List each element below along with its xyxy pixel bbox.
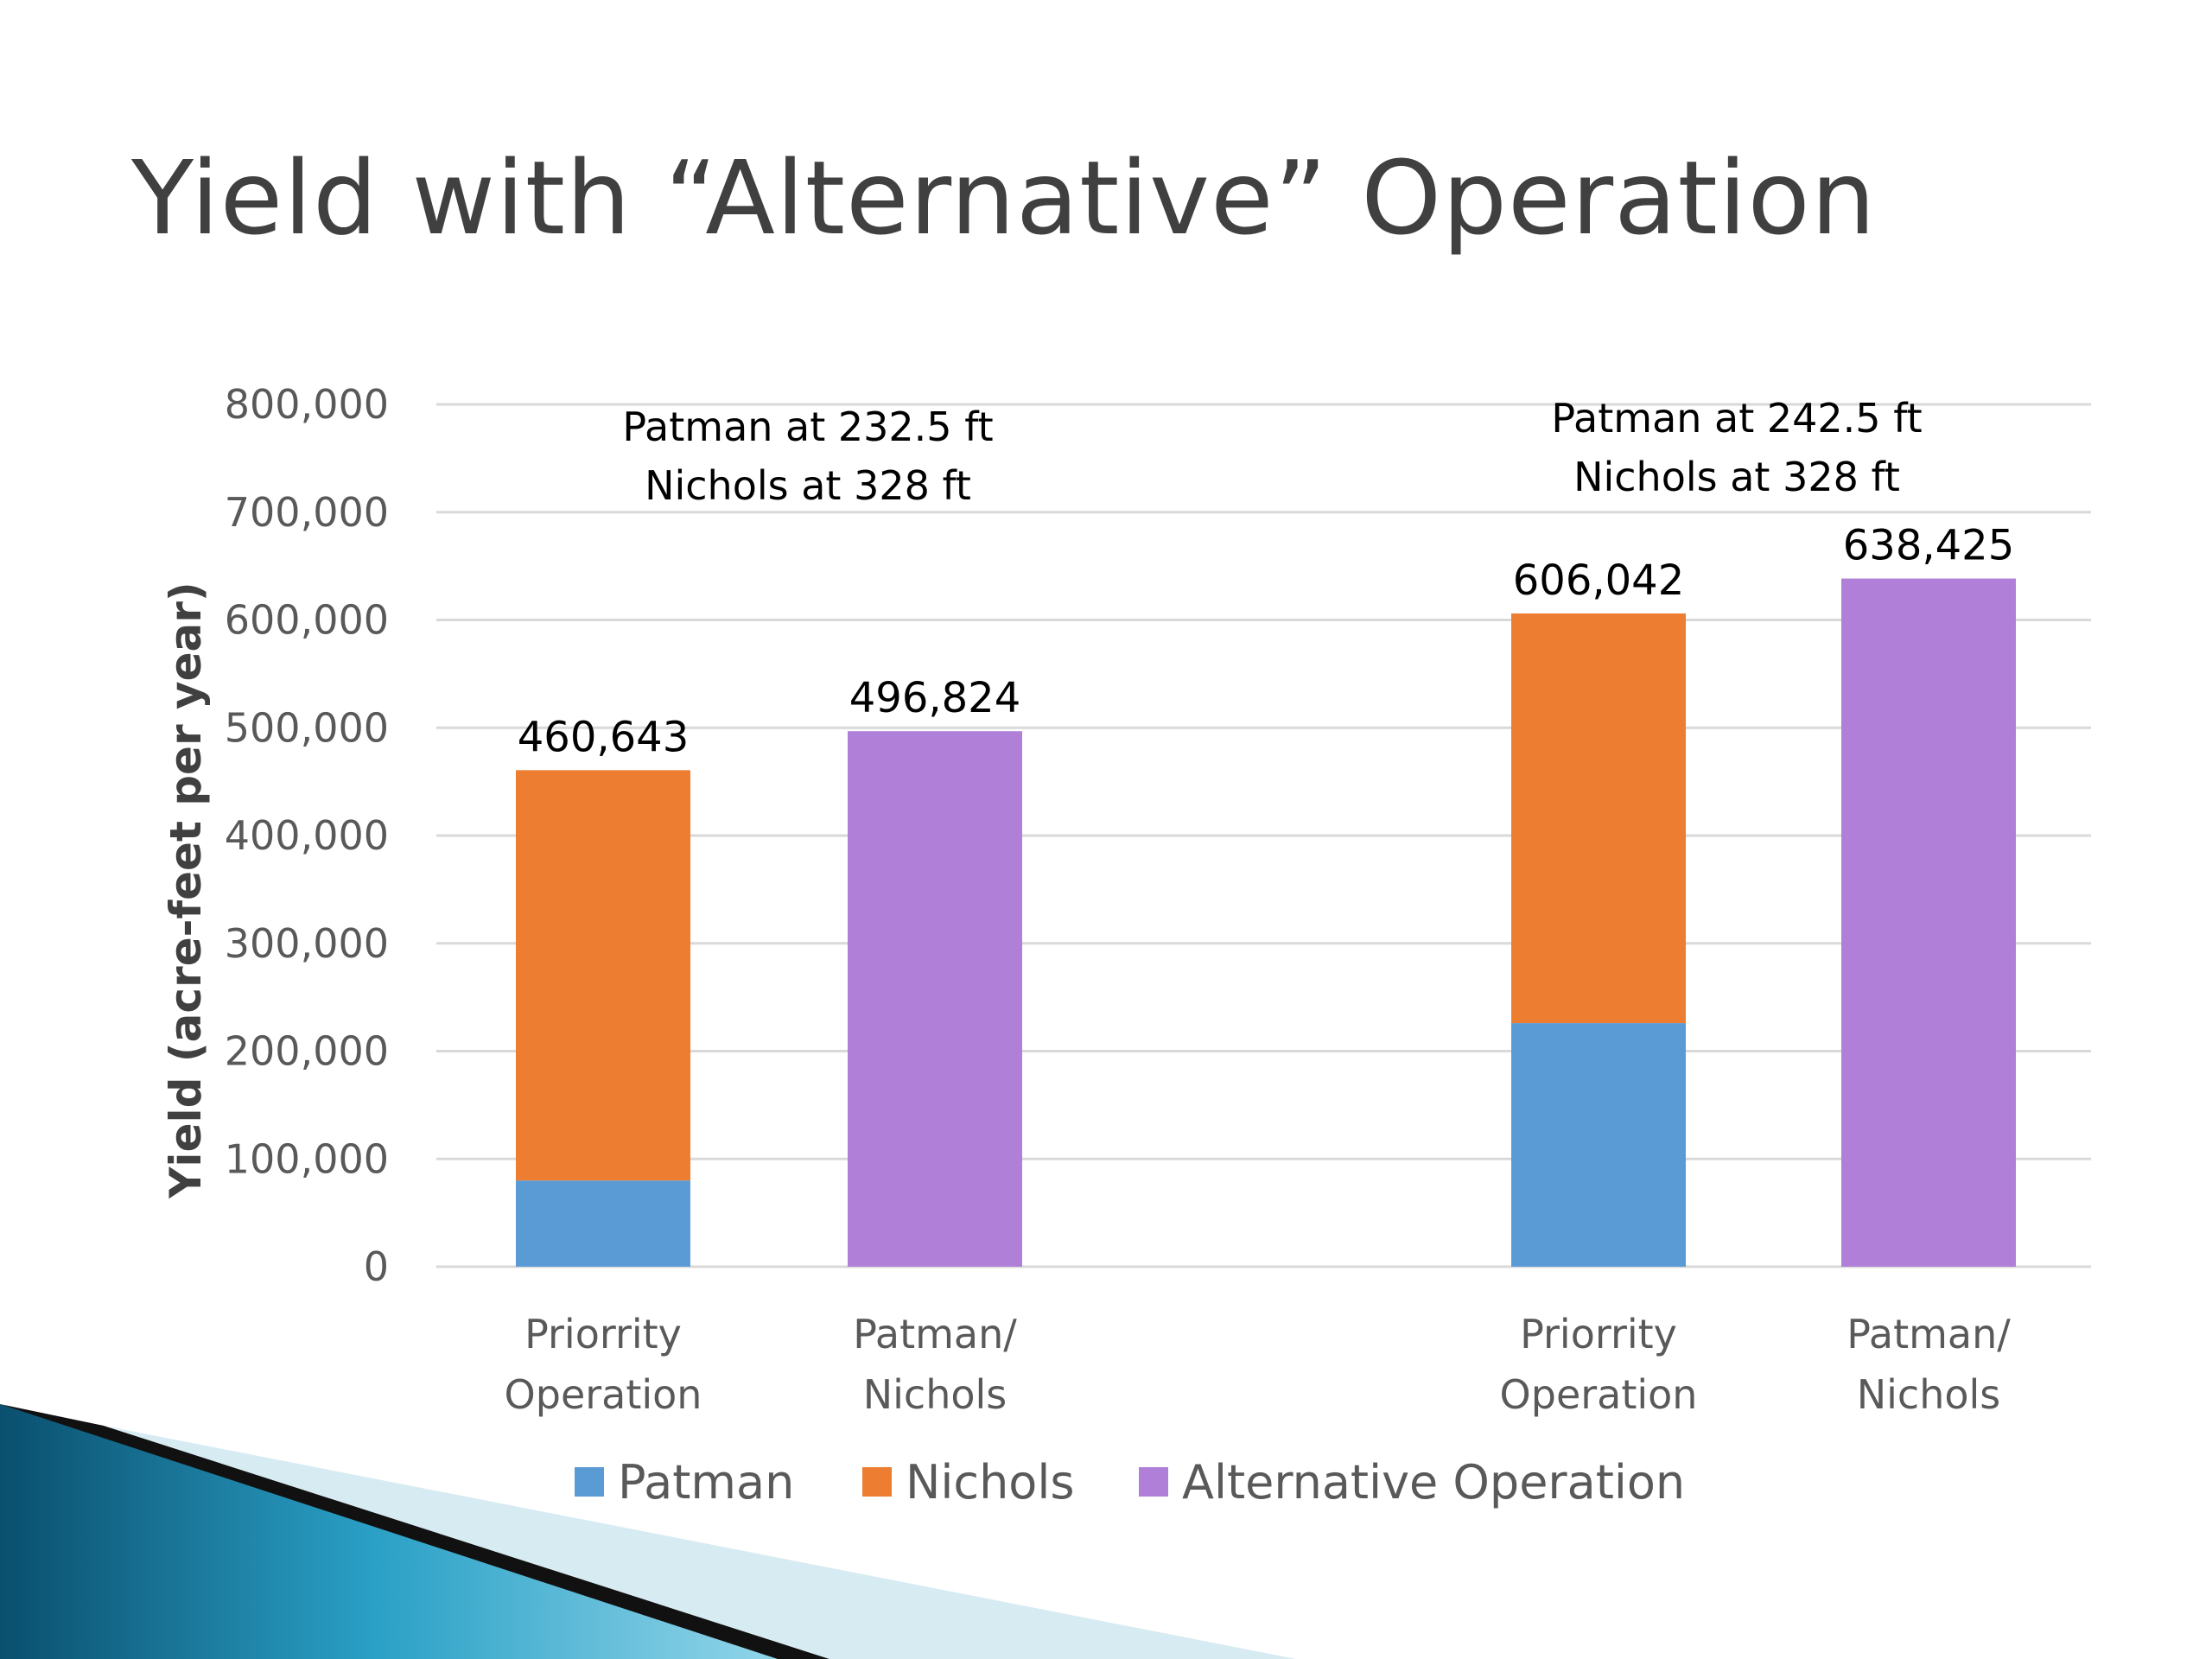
category-label: Patman/ [853, 1311, 1017, 1357]
annotation-text: Nichols at 328 ft [645, 462, 971, 509]
data-label: 638,425 [1843, 522, 2015, 570]
category-label: Nichols [863, 1371, 1007, 1418]
legend-label: Patman [618, 1455, 794, 1510]
category-label: Nichols [1857, 1371, 2001, 1418]
data-label: 496,824 [849, 674, 1021, 722]
legend-swatch [1139, 1467, 1168, 1497]
category-labels: Priorrity Operation Patman/Nichols Priorrit… [505, 1311, 2012, 1418]
corner-decoration [0, 1404, 1296, 1659]
data-label: 606,042 [1513, 556, 1685, 605]
bar-patman [1511, 1023, 1686, 1267]
category-label: Patman/ [1847, 1311, 2011, 1357]
y-tick-label: 300,000 [225, 920, 389, 967]
category-label: Operation [505, 1371, 702, 1418]
y-tick-label: 100,000 [225, 1135, 389, 1182]
bar-alternative-operation [1841, 578, 2016, 1267]
y-tick-label: 700,000 [225, 489, 389, 536]
data-labels: 460,643 496,824 606,042 638,425 [518, 522, 2015, 762]
y-tick-label: 600,000 [225, 597, 389, 644]
bar-nichols [1511, 613, 1686, 1024]
y-tick-label: 200,000 [225, 1028, 389, 1075]
slide-title: Yield with “Alternative” Operation [131, 138, 1877, 257]
bar-alternative-operation [848, 731, 1022, 1267]
category-label: Priorrity [1520, 1311, 1677, 1357]
annotations: Patman at 232.5 ft Nichols at 328 ft Patma… [622, 395, 1922, 509]
grid-lines [436, 403, 2091, 1268]
category-label: Operation [1500, 1371, 1698, 1418]
bar-patman [516, 1180, 690, 1267]
y-axis-ticks: 0 100,000 200,000 300,000 400,000 500,000 600,… [225, 381, 389, 1290]
y-tick-label: 0 [364, 1243, 389, 1290]
legend-swatch [862, 1467, 892, 1497]
y-tick-label: 400,000 [225, 812, 389, 859]
y-tick-label: 800,000 [225, 381, 389, 428]
data-label: 460,643 [518, 713, 690, 761]
legend-label: Alternative Operation [1182, 1455, 1685, 1510]
y-tick-label: 500,000 [225, 704, 389, 751]
category-label: Priorrity [524, 1311, 682, 1357]
legend: Patman Nichols Alternative Operation [575, 1455, 1685, 1510]
bar-nichols [516, 770, 690, 1181]
annotation-text: Patman at 242.5 ft [1551, 395, 1922, 442]
legend-label: Nichols [906, 1455, 1075, 1510]
annotation-text: Patman at 232.5 ft [622, 404, 993, 450]
legend-swatch [575, 1467, 604, 1497]
bars [516, 578, 2016, 1267]
annotation-text: Nichols at 328 ft [1573, 454, 1900, 500]
y-axis-label: Yield (acre-feet per year) [161, 582, 211, 1199]
